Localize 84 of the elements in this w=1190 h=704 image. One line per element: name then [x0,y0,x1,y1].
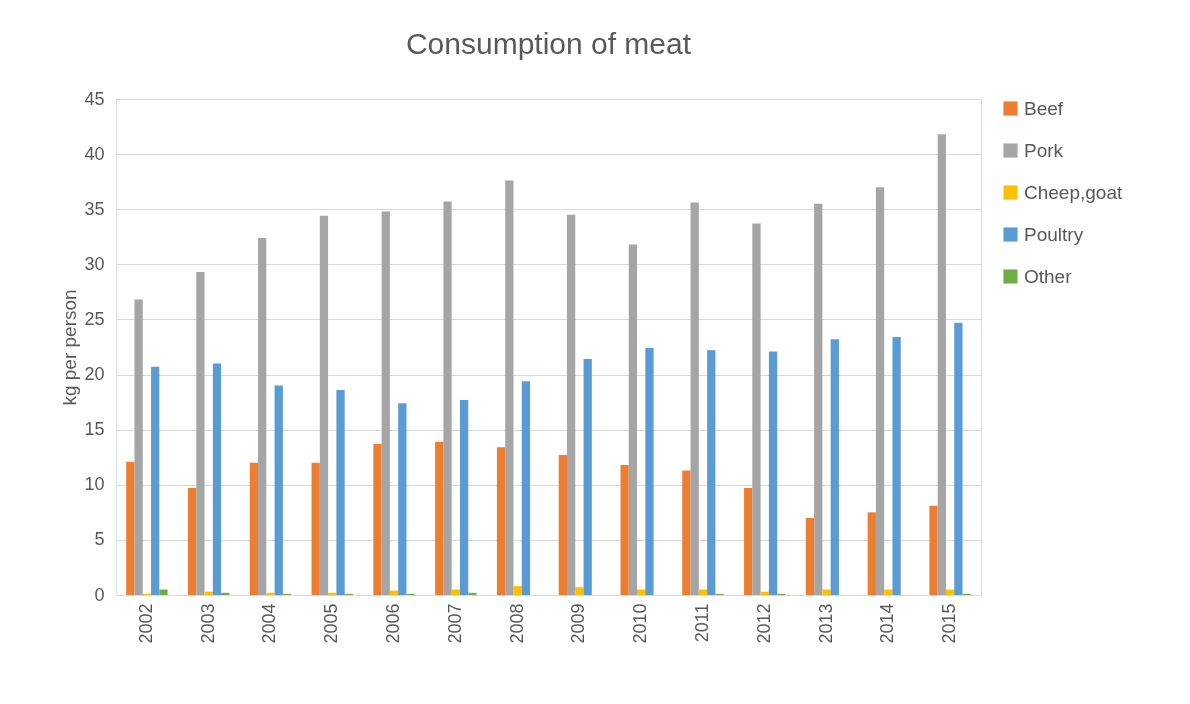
x-tick-label: 2005 [321,603,342,644]
legend-label: Pork [1024,139,1064,161]
y-tick-label: 20 [84,364,105,385]
bar [373,444,382,595]
y-tick-label: 40 [84,143,105,164]
x-tick-label: 2010 [630,603,651,644]
x-tick-label: 2002 [135,603,156,644]
bar [505,180,514,595]
bar [521,381,531,595]
bar [459,399,469,595]
x-tick-label: 2012 [753,603,774,644]
bar [937,134,946,595]
bar [628,244,638,595]
x-tick-label: 2011 [691,603,712,643]
bar [682,470,691,595]
bar [884,589,893,595]
bar [249,462,259,595]
bar [443,201,452,595]
legend-label: Beef [1024,97,1064,119]
bar [319,215,329,595]
bar [575,587,584,595]
legend-label: Cheep,goat [1024,181,1123,203]
bar [311,462,320,595]
y-tick-label: 10 [84,474,105,495]
bar [805,517,815,595]
x-tick-label: 2015 [939,603,960,644]
bar [875,187,885,595]
bar [336,389,345,595]
bar [258,237,267,595]
bar [451,589,460,595]
bar [212,363,222,595]
bar [867,512,876,595]
bar [435,441,444,595]
bar [566,214,576,595]
bar [620,464,629,595]
bar [707,350,716,595]
bar [768,351,778,595]
bar [929,505,938,595]
x-tick-label: 2013 [815,603,836,644]
y-tick-label: 0 [94,584,105,605]
bar [151,366,160,595]
bar [381,211,390,595]
x-tick-label: 2009 [568,603,589,644]
y-tick-label: 25 [84,308,105,329]
bar [398,403,407,595]
bar [814,203,823,595]
bar [892,337,901,595]
bar [266,592,275,595]
bar [468,592,477,595]
bar [513,586,522,595]
legend-label: Other [1024,265,1073,287]
bar [583,359,592,595]
y-tick-label: 30 [84,253,105,274]
legend-label: Poultry [1024,223,1084,245]
y-tick-label: 15 [84,419,105,440]
bar [274,385,283,595]
bar [822,589,831,595]
x-tick-label: 2003 [197,603,218,644]
bar [690,202,699,595]
bar [945,589,955,595]
y-tick-label: 45 [84,88,105,109]
bar [698,589,708,595]
x-tick-label: 2004 [259,603,280,644]
x-tick-label: 2014 [877,603,898,644]
bar [558,455,567,595]
bar [159,589,168,595]
y-axis-title: kg per person [59,289,81,406]
bar [645,348,654,595]
y-tick-label: 5 [94,529,105,550]
bar [752,223,761,595]
bar [126,461,135,595]
bar [196,272,205,595]
bar [954,322,963,595]
bar [744,488,753,595]
x-tick-label: 2006 [383,603,404,644]
bar [830,339,839,595]
x-tick-label: 2007 [444,603,465,644]
bar [496,447,506,595]
bar [134,299,143,595]
x-tick-label: 2008 [506,603,527,644]
bar [187,488,197,595]
y-tick-label: 35 [84,198,105,219]
bar [637,589,646,595]
chart-title: Consumption of meat [405,27,692,60]
